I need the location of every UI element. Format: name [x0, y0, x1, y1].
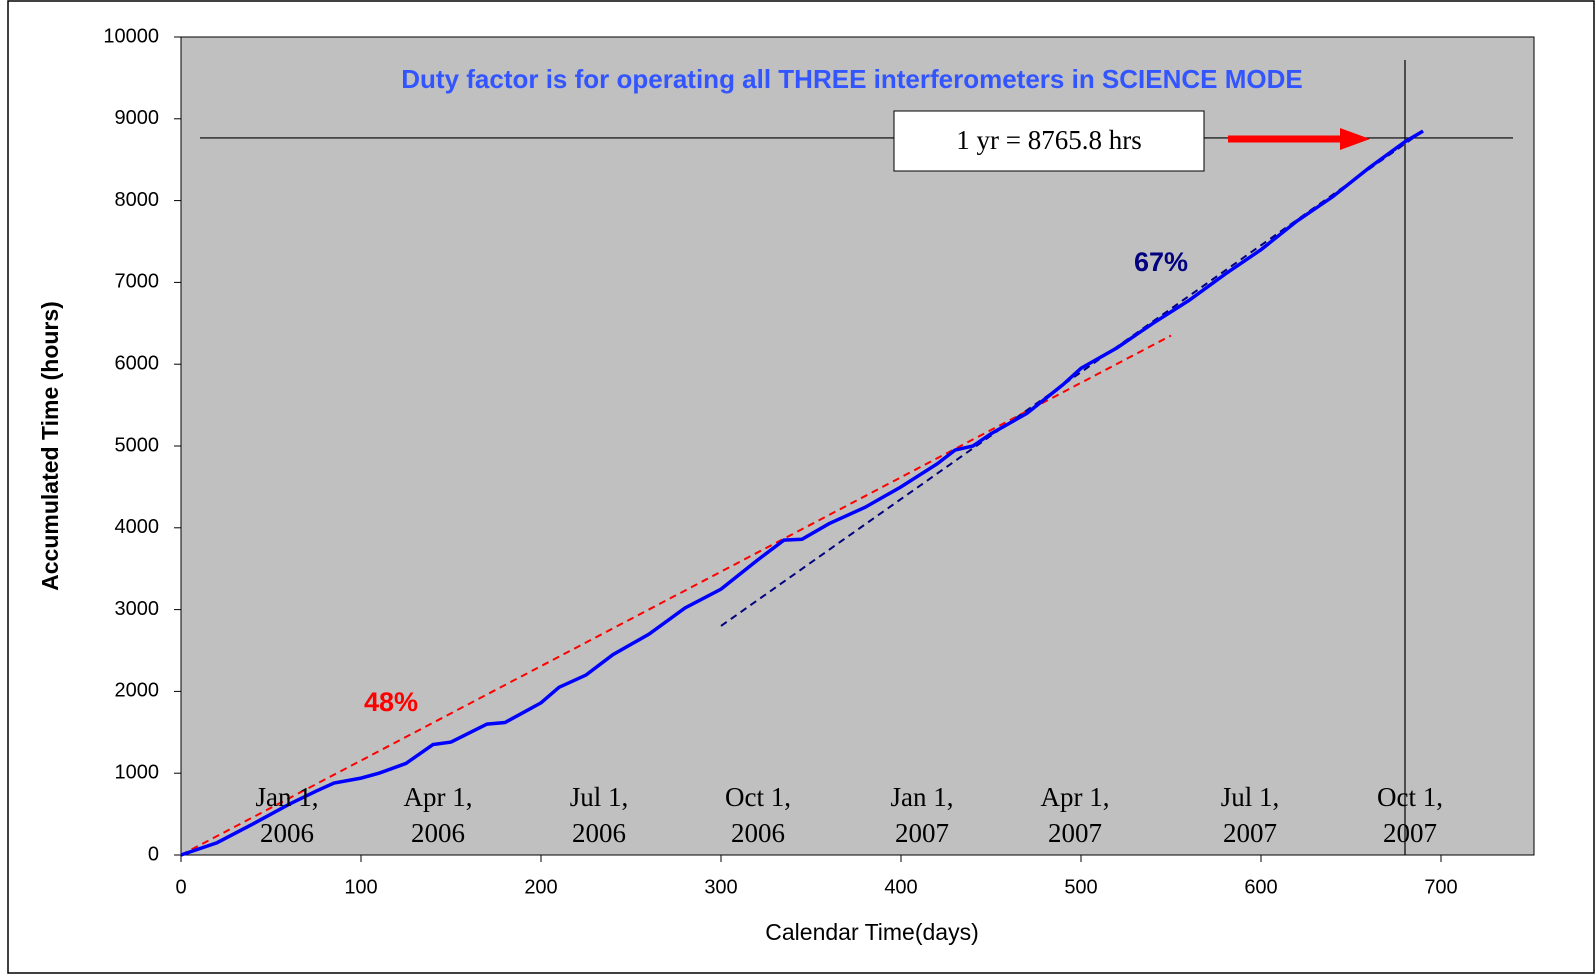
date-label: 2007 — [1048, 818, 1102, 848]
x-tick-label: 100 — [344, 876, 377, 898]
y-axis-label: Accumulated Time (hours) — [37, 301, 63, 591]
data-line — [180, 334, 1172, 856]
y-tick-label: 1000 — [115, 761, 160, 783]
rate-label: 48% — [364, 687, 418, 717]
y-tick-label: 6000 — [115, 352, 160, 374]
date-label: Apr 1, — [1041, 782, 1110, 812]
y-tick-label: 0 — [148, 843, 159, 865]
date-label: 2007 — [1383, 818, 1437, 848]
box-label: 1 yr = 8765.8 hrs — [956, 125, 1141, 155]
date-label: Oct 1, — [1377, 782, 1443, 812]
date-label: Jul 1, — [1221, 782, 1280, 812]
date-label: 2006 — [572, 818, 626, 848]
date-label: 2006 — [411, 818, 465, 848]
date-label: Jan 1, — [256, 782, 319, 812]
y-tick-label: 3000 — [115, 598, 160, 620]
y-tick-label: 5000 — [115, 434, 160, 456]
y-tick-label: 2000 — [115, 680, 160, 702]
y-tick-label: 7000 — [115, 271, 160, 293]
date-label: 2006 — [731, 818, 785, 848]
x-tick-label: 0 — [175, 876, 186, 898]
data-line — [180, 129, 1424, 857]
y-tick-label: 8000 — [115, 189, 160, 211]
y-tick-label: 10000 — [103, 25, 159, 47]
date-label: Oct 1, — [725, 782, 791, 812]
x-tick-label: 300 — [704, 876, 737, 898]
arrow-head — [1340, 128, 1370, 150]
label-box — [893, 110, 1205, 172]
date-label: Apr 1, — [404, 782, 473, 812]
y-tick-label: 9000 — [115, 107, 160, 129]
x-axis-label: Calendar Time(days) — [765, 919, 978, 945]
rate-label: 67% — [1134, 247, 1188, 277]
x-tick-label: 200 — [524, 876, 557, 898]
date-label: Jan 1, — [891, 782, 954, 812]
chart-title: Duty factor is for operating all THREE i… — [401, 64, 1302, 94]
x-tick-label: 700 — [1424, 876, 1457, 898]
x-tick-label: 400 — [884, 876, 917, 898]
y-tick-label: 4000 — [115, 516, 160, 538]
x-tick-label: 500 — [1064, 876, 1097, 898]
date-label: 2006 — [260, 818, 314, 848]
date-label: 2007 — [1223, 818, 1277, 848]
plot-area — [180, 36, 1535, 856]
date-label: Jul 1, — [570, 782, 629, 812]
date-label: 2007 — [895, 818, 949, 848]
x-tick-label: 600 — [1244, 876, 1277, 898]
